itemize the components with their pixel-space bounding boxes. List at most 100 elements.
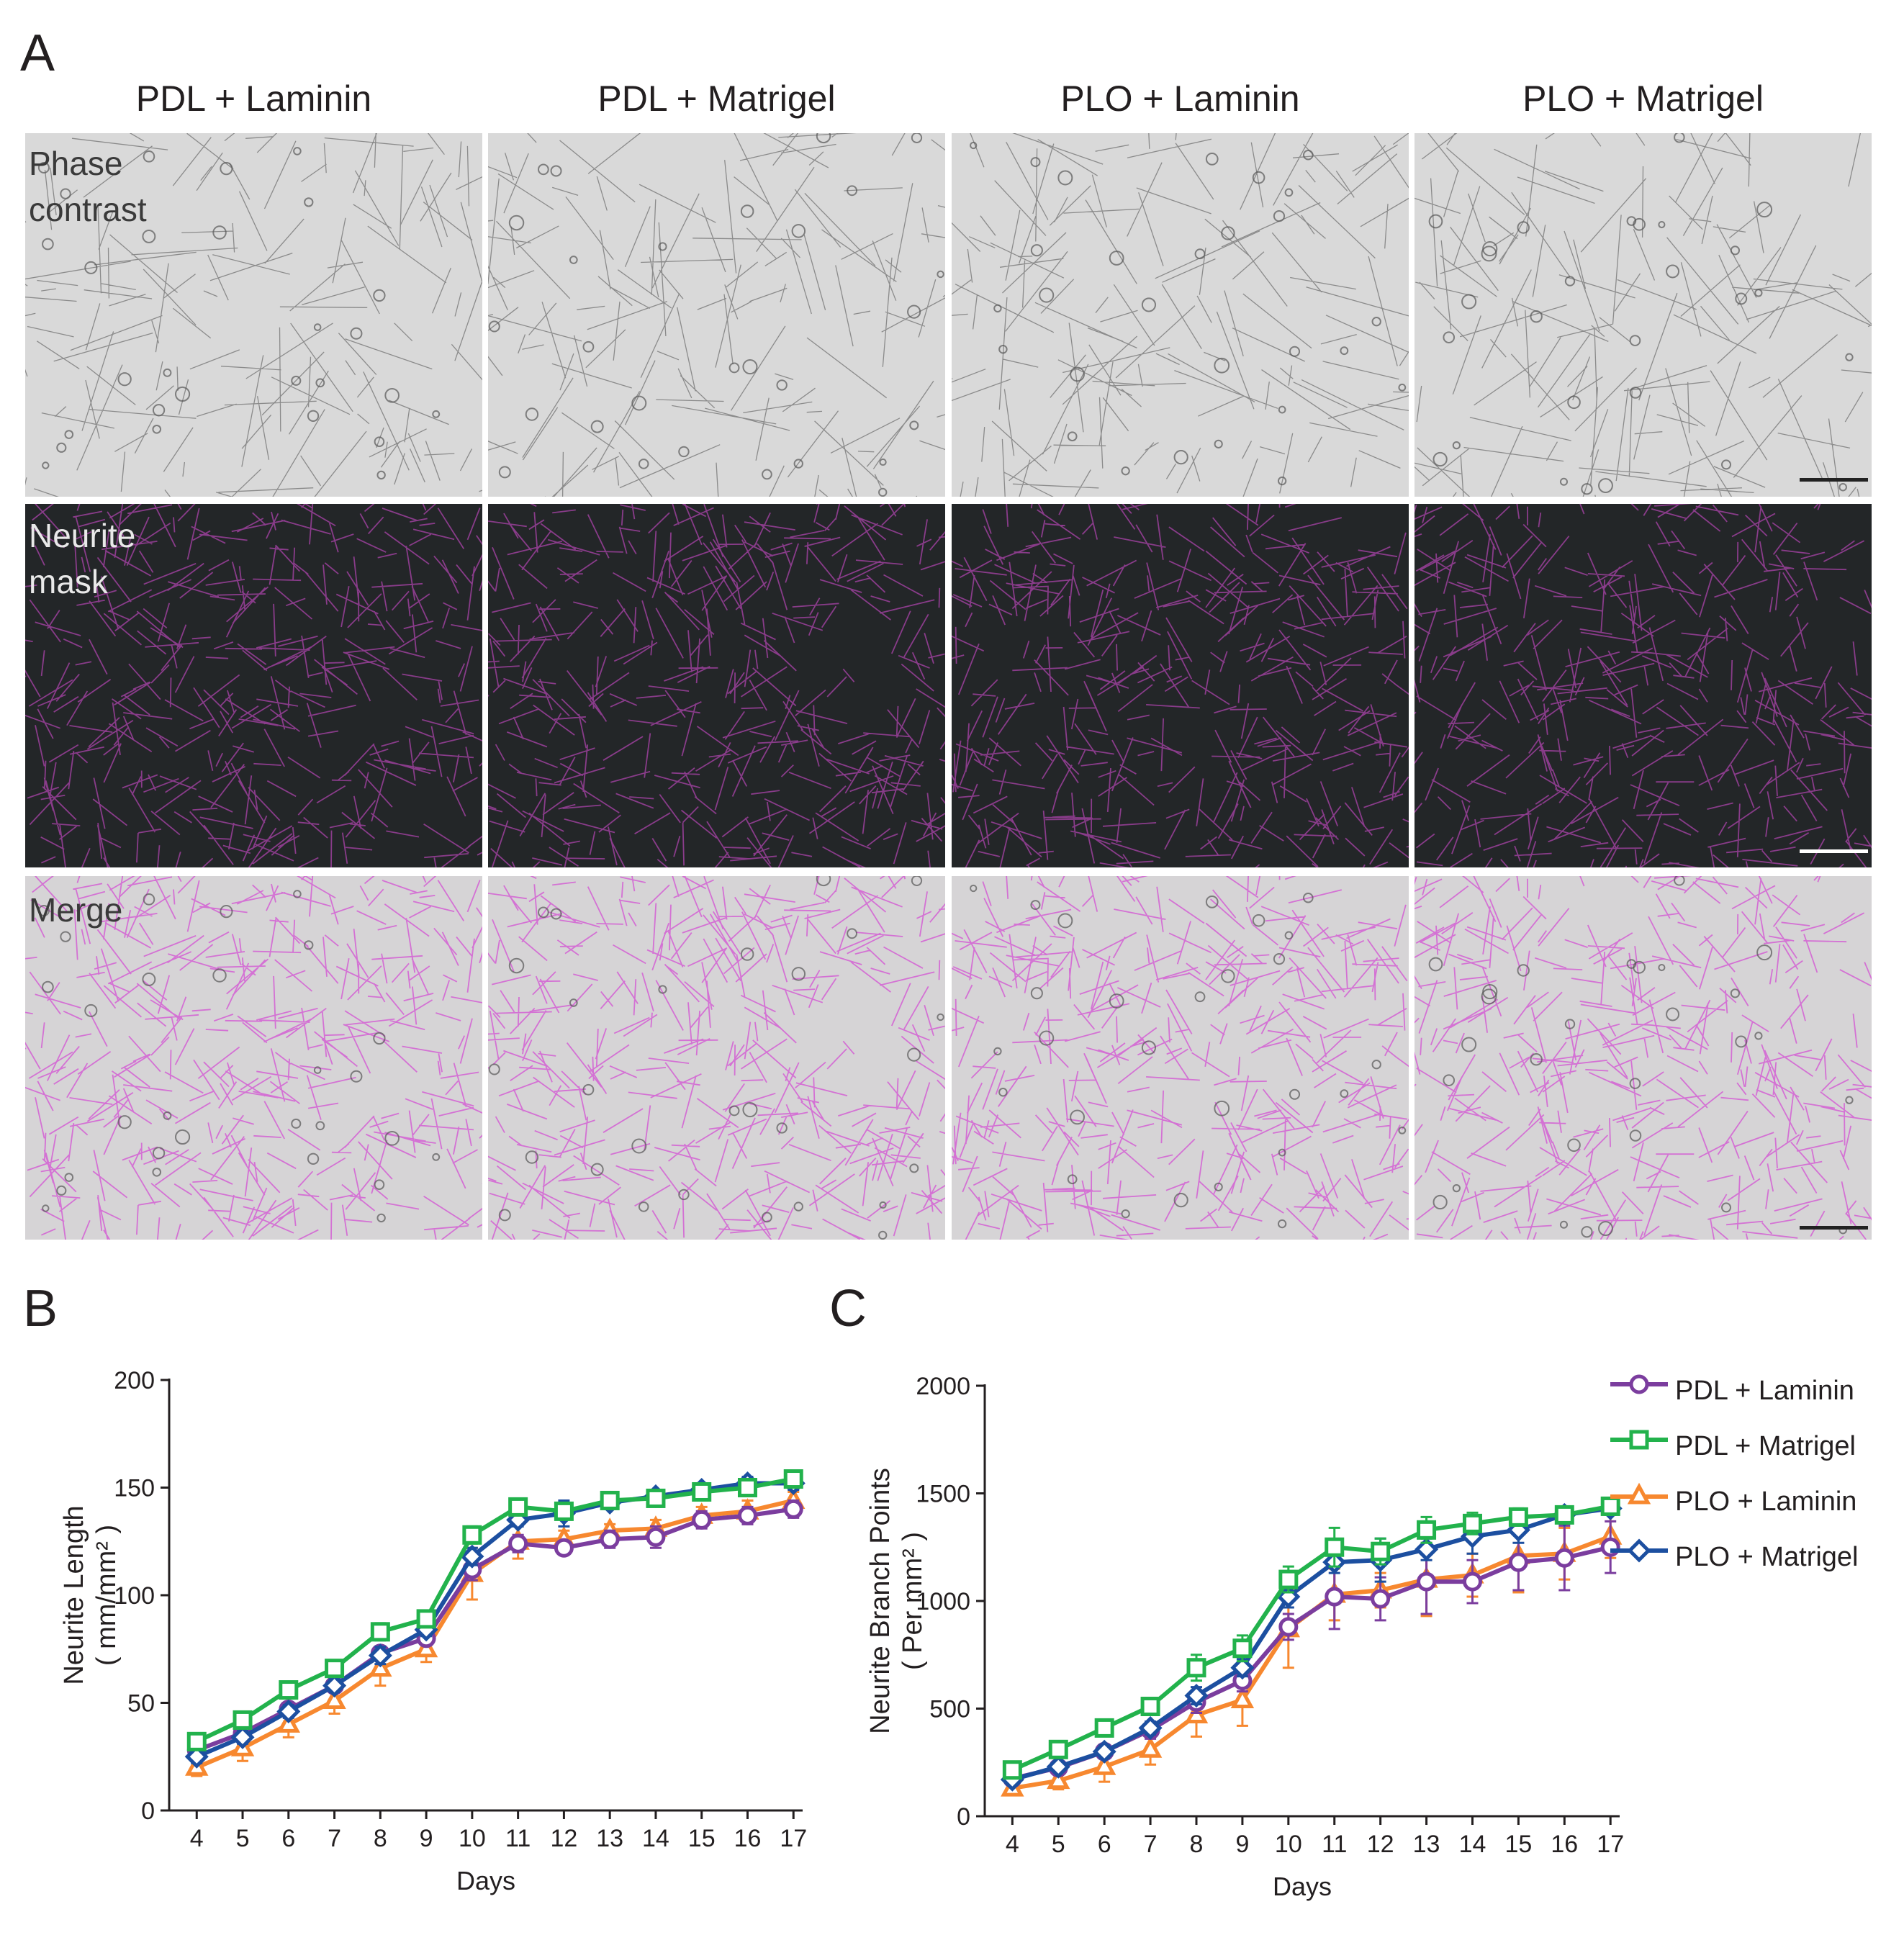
scale-bar-phase [1800, 478, 1868, 482]
data-point [508, 1533, 528, 1553]
x-tick-label: 6 [1098, 1831, 1111, 1858]
series-pdl-matrigel [1002, 1496, 1620, 1780]
x-tick-label: 14 [642, 1825, 669, 1852]
x-tick-label: 9 [1235, 1831, 1249, 1858]
data-point [1554, 1548, 1574, 1568]
legend-item: PLO + Laminin [1609, 1475, 1897, 1530]
data-point [416, 1609, 436, 1629]
micrograph-merge [488, 876, 945, 1240]
data-point [554, 1538, 574, 1558]
x-tick-label: 10 [1275, 1831, 1302, 1858]
legend-label: PDL + Laminin [1675, 1376, 1854, 1406]
data-point [1462, 1513, 1482, 1533]
circle-marker-icon [1610, 1374, 1668, 1394]
data-point [322, 1687, 346, 1710]
data-point [1325, 1537, 1345, 1557]
scale-bar-mask [1800, 849, 1868, 853]
series-pdl-matrigel [186, 1469, 803, 1751]
x-tick-label: 16 [734, 1825, 762, 1852]
x-tick-label: 13 [1413, 1831, 1440, 1858]
data-point [508, 1497, 528, 1517]
data-point [1232, 1638, 1253, 1659]
x-tick-label: 6 [281, 1825, 295, 1852]
data-point [600, 1529, 620, 1549]
y-axis-label: Neurite Length [59, 1505, 89, 1684]
data-point [737, 1478, 757, 1497]
data-point [186, 1731, 207, 1751]
data-point [1462, 1571, 1482, 1592]
data-point [325, 1659, 345, 1679]
y-axis-unit-label: ( mm/mm² ) [91, 1525, 122, 1666]
micrograph-phase [1415, 133, 1872, 497]
y-tick-label: 0 [957, 1803, 970, 1831]
square-marker-icon [1610, 1430, 1668, 1450]
x-tick-label: 10 [459, 1825, 486, 1852]
panel-b-letter: B [23, 1280, 58, 1338]
micrograph-merge [952, 876, 1409, 1240]
data-point [1002, 1760, 1022, 1780]
series-plo-laminin [185, 1487, 806, 1777]
data-point [1140, 1697, 1160, 1717]
neurite-length-chart: 0 50 100 150 200 4 5 6 7 8 9 10 11 12 13 14 15 16 17 Days Ne… [59, 1367, 807, 1895]
data-point [1138, 1736, 1163, 1758]
data-point [1554, 1505, 1574, 1525]
y-tick-label: 500 [929, 1696, 970, 1723]
data-point [1371, 1541, 1391, 1561]
data-point [1278, 1617, 1299, 1637]
micrograph-mask [952, 504, 1409, 867]
y-tick-label: 100 [114, 1582, 155, 1610]
row-label-neurite-mask: Neurite mask [29, 517, 136, 600]
data-point [279, 1680, 299, 1700]
data-point [184, 1744, 209, 1769]
x-axis-label: Days [1273, 1872, 1332, 1901]
micrograph-merge [25, 876, 482, 1240]
legend-item: PDL + Matrigel [1609, 1420, 1897, 1475]
data-point [692, 1481, 712, 1502]
column-title-pdl-laminin: PDL + Laminin [135, 78, 372, 119]
y-tick-label: 1000 [916, 1588, 970, 1615]
x-tick-label: 7 [328, 1825, 341, 1852]
y-tick-label: 50 [127, 1690, 155, 1718]
y-tick-label: 0 [141, 1798, 155, 1825]
x-tick-label: 4 [1006, 1831, 1019, 1858]
x-axis-label: Days [456, 1866, 515, 1895]
column-title-plo-laminin: PLO + Laminin [1060, 78, 1300, 119]
data-point [646, 1527, 666, 1547]
data-point [1092, 1754, 1116, 1775]
data-point [646, 1488, 666, 1508]
legend: PDL + Laminin PDL + Matrigel PLO + Lamin… [1609, 1364, 1897, 1586]
x-tick-label: 13 [596, 1825, 623, 1852]
x-tick-label: 9 [420, 1825, 433, 1852]
x-tick-label: 15 [688, 1825, 716, 1852]
x-tick-label: 8 [1190, 1831, 1204, 1858]
data-point [1138, 1715, 1163, 1740]
y-tick-label: 200 [114, 1367, 155, 1394]
x-tick-label: 11 [1322, 1831, 1347, 1858]
data-point [1508, 1552, 1528, 1572]
micrograph-mask [25, 504, 482, 867]
data-point [230, 1725, 255, 1749]
data-point [1092, 1739, 1116, 1764]
legend-item: PDL + Laminin [1609, 1364, 1897, 1420]
data-point [1186, 1658, 1206, 1678]
data-point [370, 1622, 390, 1642]
x-tick-label: 12 [1367, 1831, 1394, 1858]
data-point [1415, 1537, 1439, 1561]
x-tick-label: 17 [1597, 1831, 1624, 1858]
row-label-merge: Merge [29, 891, 123, 929]
data-point [1508, 1507, 1528, 1527]
data-point [1047, 1767, 1070, 1790]
micrograph-mask [488, 504, 945, 867]
data-point [1230, 1687, 1255, 1709]
legend-label: PLO + Laminin [1675, 1487, 1857, 1517]
data-point [1184, 1684, 1209, 1708]
x-tick-label: 7 [1144, 1831, 1158, 1858]
y-tick-label: 2000 [916, 1373, 970, 1400]
x-tick-label: 16 [1551, 1831, 1578, 1858]
data-point [1325, 1587, 1345, 1607]
micrograph-phase [488, 133, 945, 497]
micrograph-phase [25, 133, 482, 497]
x-tick-label: 4 [190, 1825, 204, 1852]
micrograph-merge [1415, 876, 1872, 1240]
data-point [692, 1510, 712, 1530]
